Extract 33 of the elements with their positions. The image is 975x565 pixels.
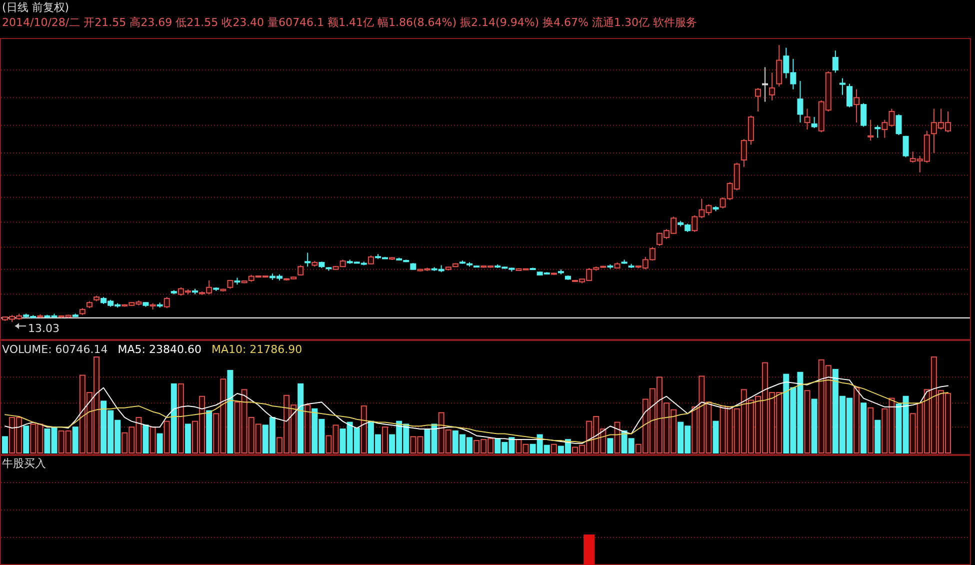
bar xyxy=(206,410,212,454)
bar xyxy=(142,424,149,454)
bar xyxy=(178,383,184,454)
bar xyxy=(550,444,557,454)
bar xyxy=(811,398,818,454)
bar xyxy=(712,420,719,454)
bar xyxy=(854,387,860,454)
bar xyxy=(227,370,234,454)
bar xyxy=(868,407,874,454)
bar xyxy=(607,438,614,454)
bar xyxy=(360,405,367,454)
chart-title: 牛股买入 xyxy=(2,457,46,470)
bar xyxy=(382,426,388,454)
bar xyxy=(164,420,170,454)
bar xyxy=(23,426,30,454)
bar xyxy=(860,402,867,454)
bar xyxy=(298,383,304,454)
annotation: 13.03 xyxy=(28,322,60,335)
bar xyxy=(614,422,620,454)
bar xyxy=(170,383,177,454)
bar xyxy=(72,426,78,454)
text: VOLUME: 60746.14 xyxy=(2,343,108,356)
chart-subtitle: 2014/10/28/二 开21.55 高23.69 低21.55 收23.40 量60746.1 额1.41亿 幅1.86(8.64%) 振2.14(9.94%) 换4.67% 流通1.30亿 软件服务 xyxy=(2,16,697,29)
bar xyxy=(2,436,8,454)
bar xyxy=(184,424,191,454)
bar xyxy=(874,420,881,454)
bar xyxy=(804,390,810,454)
text: MA5: 23840.60 xyxy=(118,343,202,356)
bar xyxy=(150,426,156,454)
bar xyxy=(156,433,163,454)
chart-title: (日线 前复权) xyxy=(2,1,70,14)
text: MA10: 21786.90 xyxy=(211,343,302,356)
bar xyxy=(304,404,311,454)
